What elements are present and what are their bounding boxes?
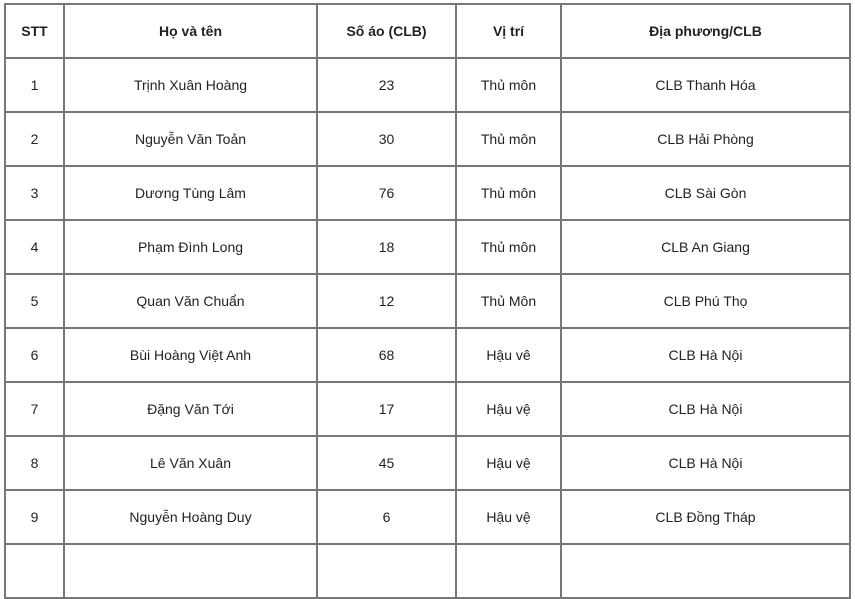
column-header-club: Địa phương/CLB: [560, 3, 851, 59]
table-row: 1 Trịnh Xuân Hoàng 23 Thủ môn CLB Thanh Hóa: [4, 57, 851, 113]
cell-name: Lê Văn Xuân: [63, 435, 318, 491]
column-header-name: Họ và tên: [63, 3, 318, 59]
cell-jersey-number: 17: [316, 381, 457, 437]
player-table: STT Họ và tên Số áo (CLB) Vị trí Địa phương/…: [4, 3, 851, 599]
table-row: 5 Quan Văn Chuẩn 12 Thủ Môn CLB Phú Thọ: [4, 273, 851, 329]
cell-jersey-number: 68: [316, 327, 457, 383]
cell-position: Hậu vệ: [455, 489, 562, 545]
cell-club: CLB Sài Gòn: [560, 165, 851, 221]
cell-stt: 8: [4, 435, 65, 491]
column-header-position: Vị trí: [455, 3, 562, 59]
cell-position: Hậu vệ: [455, 435, 562, 491]
cell-position: Thủ Môn: [455, 273, 562, 329]
cell-name: Đặng Văn Tới: [63, 381, 318, 437]
cell-jersey-number: 18: [316, 219, 457, 275]
cell-name: Dương Tùng Lâm: [63, 165, 318, 221]
cell-club: CLB Hà Nội: [560, 327, 851, 383]
cell-club: [560, 543, 851, 599]
cell-jersey-number: 12: [316, 273, 457, 329]
cell-stt: 6: [4, 327, 65, 383]
cell-name: Phạm Đình Long: [63, 219, 318, 275]
table-row: 7 Đặng Văn Tới 17 Hậu vệ CLB Hà Nội: [4, 381, 851, 437]
table-row: [4, 543, 851, 599]
table-row: 6 Bùi Hoàng Việt Anh 68 Hậu vê CLB Hà Nội: [4, 327, 851, 383]
cell-name: [63, 543, 318, 599]
cell-jersey-number: 30: [316, 111, 457, 167]
cell-club: CLB Phú Thọ: [560, 273, 851, 329]
cell-name: Nguyễn Văn Toản: [63, 111, 318, 167]
table-row: 9 Nguyễn Hoàng Duy 6 Hậu vệ CLB Đồng Tháp: [4, 489, 851, 545]
table-row: 4 Phạm Đình Long 18 Thủ môn CLB An Giang: [4, 219, 851, 275]
cell-stt: 9: [4, 489, 65, 545]
cell-position: Thủ môn: [455, 111, 562, 167]
cell-name: Trịnh Xuân Hoàng: [63, 57, 318, 113]
cell-name: Quan Văn Chuẩn: [63, 273, 318, 329]
column-header-jersey-number: Số áo (CLB): [316, 3, 457, 59]
cell-stt: [4, 543, 65, 599]
cell-position: [455, 543, 562, 599]
cell-stt: 5: [4, 273, 65, 329]
cell-position: Hậu vê: [455, 327, 562, 383]
cell-stt: 7: [4, 381, 65, 437]
cell-jersey-number: [316, 543, 457, 599]
table-row: 3 Dương Tùng Lâm 76 Thủ môn CLB Sài Gòn: [4, 165, 851, 221]
cell-club: CLB Hà Nội: [560, 381, 851, 437]
table-row: 2 Nguyễn Văn Toản 30 Thủ môn CLB Hải Phòng: [4, 111, 851, 167]
table-row: 8 Lê Văn Xuân 45 Hậu vệ CLB Hà Nội: [4, 435, 851, 491]
cell-stt: 4: [4, 219, 65, 275]
cell-jersey-number: 6: [316, 489, 457, 545]
cell-name: Bùi Hoàng Việt Anh: [63, 327, 318, 383]
cell-position: Hậu vệ: [455, 381, 562, 437]
cell-name: Nguyễn Hoàng Duy: [63, 489, 318, 545]
cell-club: CLB Hà Nội: [560, 435, 851, 491]
cell-jersey-number: 23: [316, 57, 457, 113]
cell-stt: 2: [4, 111, 65, 167]
cell-position: Thủ môn: [455, 57, 562, 113]
cell-club: CLB An Giang: [560, 219, 851, 275]
header-row: STT Họ và tên Số áo (CLB) Vị trí Địa phương/…: [4, 3, 851, 59]
cell-jersey-number: 76: [316, 165, 457, 221]
cell-stt: 1: [4, 57, 65, 113]
cell-club: CLB Hải Phòng: [560, 111, 851, 167]
cell-jersey-number: 45: [316, 435, 457, 491]
cell-position: Thủ môn: [455, 219, 562, 275]
column-header-stt: STT: [4, 3, 65, 59]
cell-position: Thủ môn: [455, 165, 562, 221]
cell-club: CLB Thanh Hóa: [560, 57, 851, 113]
cell-club: CLB Đồng Tháp: [560, 489, 851, 545]
cell-stt: 3: [4, 165, 65, 221]
